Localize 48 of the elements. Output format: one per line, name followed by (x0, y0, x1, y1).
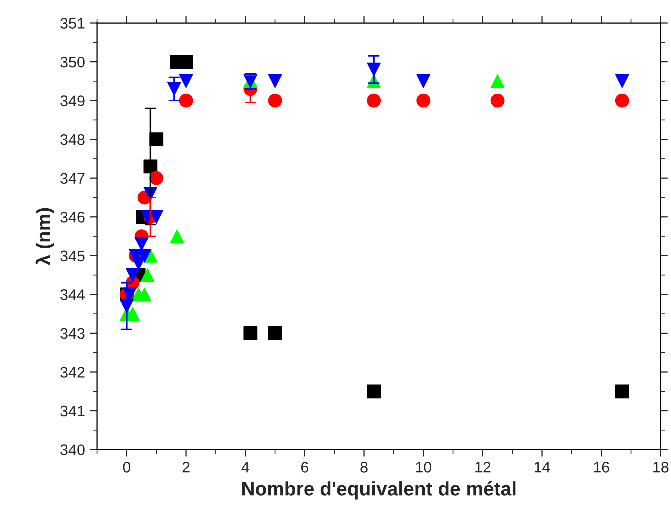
x-tick-label: 10 (416, 462, 432, 473)
x-tick-label: 6 (301, 462, 309, 473)
point (179, 94, 194, 108)
x-tick-label: 12 (476, 462, 491, 473)
y-tick-label: 340 (60, 444, 85, 456)
x-tick-label: 14 (534, 462, 550, 473)
y-tick-label: 343 (60, 328, 85, 340)
x-axis-title: Nombre d'equivalent de métal (242, 481, 516, 500)
point (367, 94, 382, 108)
point (150, 171, 164, 186)
point (170, 230, 184, 244)
point (138, 288, 152, 302)
y-tick-label: 347 (60, 173, 85, 184)
y-tick-label: 348 (60, 134, 85, 146)
point (615, 384, 630, 399)
y-tick-label: 350 (60, 56, 85, 68)
point (150, 210, 164, 224)
point (126, 268, 140, 282)
y-tick-label: 342 (60, 367, 85, 378)
point (268, 74, 282, 88)
point (416, 94, 431, 108)
y-tick-label: 351 (60, 18, 85, 29)
y-axis-title: λ (nm) (36, 208, 54, 266)
point (268, 326, 282, 340)
x-tick-label: 16 (594, 462, 610, 473)
point (615, 74, 630, 88)
point (416, 74, 431, 88)
point (150, 132, 164, 147)
y-tick-label: 345 (60, 250, 85, 262)
point (268, 94, 282, 108)
x-tick-label: 8 (360, 462, 368, 473)
point (132, 256, 146, 271)
x-tick-label: 0 (123, 462, 131, 473)
x-tick-label: 18 (654, 462, 669, 473)
point (367, 384, 382, 399)
point (179, 74, 194, 88)
point (140, 268, 155, 282)
point (490, 74, 505, 88)
x-tick-label: 2 (182, 462, 190, 473)
point (179, 55, 194, 69)
x-tick-label: 4 (242, 462, 250, 473)
point (244, 326, 258, 340)
point (615, 94, 630, 108)
point (490, 94, 505, 108)
y-tick-label: 346 (60, 212, 85, 223)
y-tick-label: 341 (60, 406, 85, 417)
y-tick-label: 349 (60, 96, 85, 106)
y-tick-label: 344 (60, 290, 86, 300)
